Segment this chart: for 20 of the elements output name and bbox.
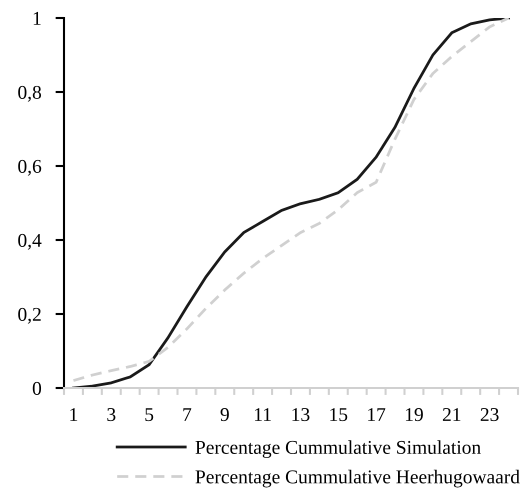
x-tick-label: 23 bbox=[480, 408, 499, 422]
x-tick-label: 5 bbox=[145, 408, 154, 422]
x-tick-label: 15 bbox=[330, 408, 348, 422]
legend-label: Percentage Cummulative Simulation bbox=[196, 440, 481, 458]
x-tick-label: 7 bbox=[183, 408, 192, 421]
x-tick-label: 19 bbox=[406, 408, 423, 422]
y-tick-label: 1 bbox=[34, 12, 41, 25]
y-tick-label: 0,6 bbox=[18, 160, 42, 176]
x-tick-label: 21 bbox=[442, 408, 460, 421]
x-tick-label: 17 bbox=[368, 408, 386, 421]
y-tick-label: 0,8 bbox=[18, 86, 42, 102]
x-tick-label: 11 bbox=[254, 408, 271, 421]
y-tick-label: 0,4 bbox=[18, 234, 42, 250]
y-tick-label: 0 bbox=[32, 382, 42, 395]
x-tick-label: 1 bbox=[70, 408, 78, 421]
legend-label: Percentage Cummulative Heerhugowaard bbox=[196, 470, 520, 488]
y-tick-label: 0,2 bbox=[18, 308, 41, 324]
x-tick-label: 13 bbox=[292, 408, 310, 422]
x-tick-label: 9 bbox=[220, 408, 229, 422]
x-tick-label: 3 bbox=[107, 408, 116, 422]
